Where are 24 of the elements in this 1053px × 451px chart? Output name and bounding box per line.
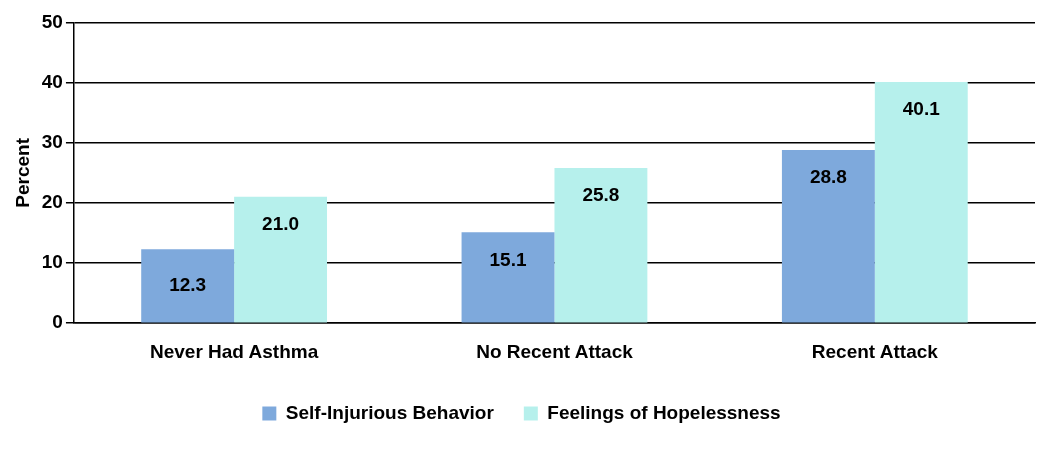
data-label: 40.1	[902, 98, 941, 120]
bar	[461, 232, 555, 323]
bar	[554, 167, 648, 323]
bar	[874, 81, 968, 323]
y-tick-label: 30	[41, 130, 63, 152]
data-label: 25.8	[582, 184, 620, 206]
legend-label: Feelings of Hopelessness	[547, 401, 781, 423]
data-label: 28.8	[809, 166, 847, 188]
x-tick-label: Recent Attack	[811, 340, 939, 362]
y-tick-label: 50	[41, 10, 63, 32]
data-label: 15.1	[489, 248, 527, 270]
x-tick-label: No Recent Attack	[476, 340, 634, 362]
y-tick-label: 20	[41, 191, 63, 213]
y-axis-title: Percent	[11, 137, 33, 208]
y-tick-label: 0	[52, 311, 63, 333]
y-tick-label: 40	[41, 70, 63, 92]
bar	[234, 196, 328, 323]
y-tick-label: 10	[41, 251, 63, 273]
legend-label: Self-Injurious Behavior	[285, 401, 495, 423]
bar	[141, 249, 235, 323]
data-label: 12.3	[169, 274, 207, 296]
data-label: 21.0	[262, 213, 300, 235]
x-tick-label: Never Had Asthma	[149, 340, 319, 362]
bar	[781, 149, 875, 323]
